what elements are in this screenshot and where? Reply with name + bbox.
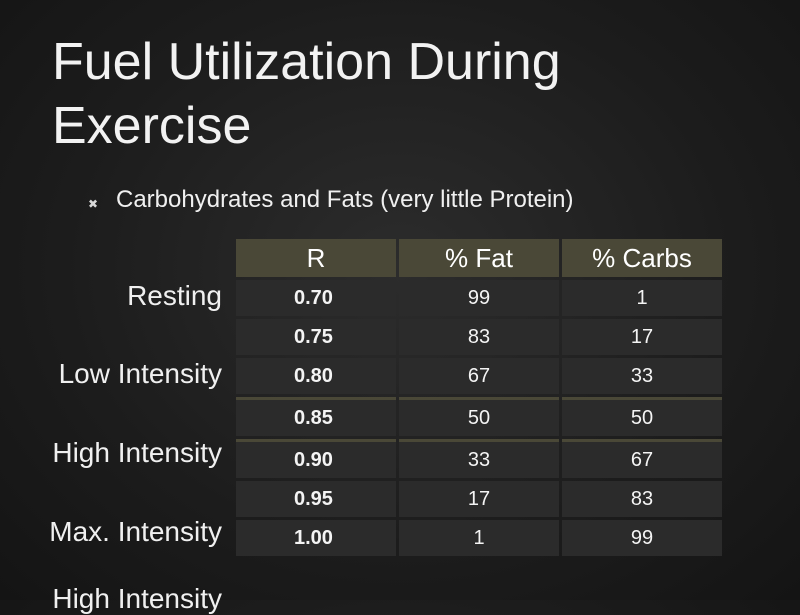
cell-r: 0.80 — [236, 358, 396, 394]
bullet-line: ✖ Carbohydrates and Fats (very little Pr… — [88, 184, 574, 216]
cell-fat: 50 — [399, 397, 559, 436]
label-max-intensity: Max. Intensity — [49, 516, 222, 547]
table-row: 1.00 1 99 — [236, 520, 722, 556]
cell-fat: 1 — [399, 520, 559, 556]
header-r: R — [236, 239, 396, 277]
label-high-intensity: High Intensity — [52, 437, 222, 468]
cell-carbs: 67 — [562, 439, 722, 478]
slide: Fuel Utilization During Exercise ✖ Carbo… — [49, 33, 725, 614]
cell-r: 0.75 — [236, 319, 396, 355]
cell-carbs: 33 — [562, 358, 722, 394]
cell-fat: 33 — [399, 439, 559, 478]
table-header-row: R % Fat % Carbs — [236, 239, 722, 277]
table-row: 0.75 83 17 — [236, 319, 722, 355]
table-row: 0.80 67 33 — [236, 358, 722, 394]
cell-carbs: 83 — [562, 481, 722, 517]
bullet-text: Carbohydrates and Fats (very little Prot… — [116, 186, 574, 213]
slide-title: Fuel Utilization During Exercise — [52, 33, 561, 155]
label-cut-off-high-intensity: High Intensity — [52, 583, 222, 614]
table-row: 0.70 99 1 — [236, 280, 722, 316]
cell-carbs: 50 — [562, 397, 722, 436]
label-resting: Resting — [127, 280, 222, 311]
cell-r: 1.00 — [236, 520, 396, 556]
cell-carbs: 99 — [562, 520, 722, 556]
table-row: 0.90 33 67 — [236, 439, 722, 478]
header-fat: % Fat — [399, 239, 559, 277]
crossed-x-bullet-icon: ✖ — [88, 197, 99, 211]
header-carbs: % Carbs — [562, 239, 722, 277]
cell-fat: 83 — [399, 319, 559, 355]
table-row: 0.95 17 83 — [236, 481, 722, 517]
cell-carbs: 17 — [562, 319, 722, 355]
cell-r: 0.70 — [236, 280, 396, 316]
label-low-intensity: Low Intensity — [58, 358, 222, 389]
cell-fat: 99 — [399, 280, 559, 316]
cell-fat: 17 — [399, 481, 559, 517]
cell-r: 0.90 — [236, 439, 396, 478]
cell-r: 0.95 — [236, 481, 396, 517]
fuel-table: R % Fat % Carbs 0.70 99 1 0.75 83 17 0.8… — [233, 236, 725, 559]
cell-fat: 67 — [399, 358, 559, 394]
table-row: 0.85 50 50 — [236, 397, 722, 436]
cell-r: 0.85 — [236, 397, 396, 436]
cell-carbs: 1 — [562, 280, 722, 316]
